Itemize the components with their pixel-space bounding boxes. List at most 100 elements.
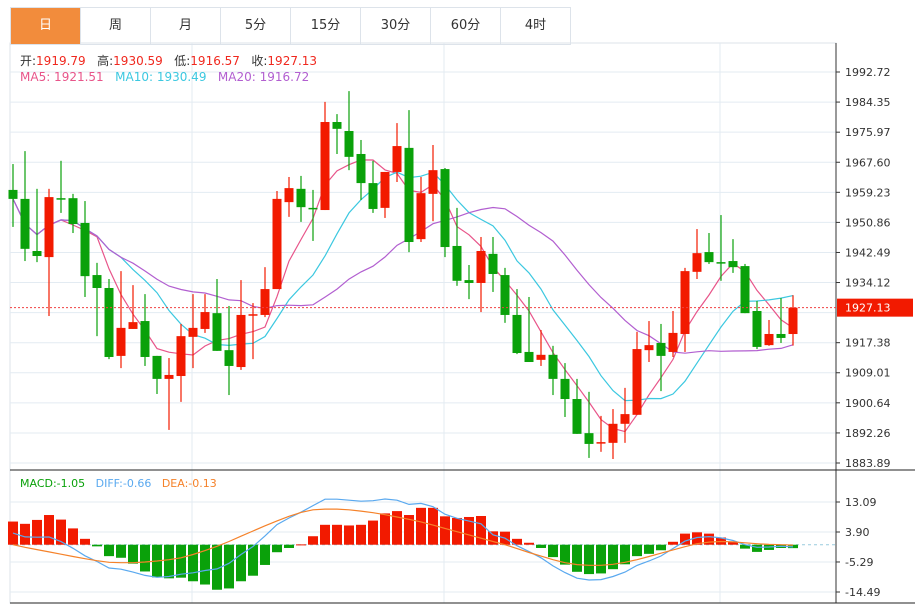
candle-body [524,351,534,363]
candle [692,229,702,280]
candle-body [20,198,30,249]
diff-value: DIFF:-0.66 [95,477,152,490]
candle-body [428,170,438,194]
macd-bar [644,544,654,554]
candle-body [104,287,114,357]
candle-body [164,374,174,379]
candle [332,114,342,154]
price-tick-label: 1917.38 [845,337,891,350]
macd-bar [632,544,642,557]
macd-bar [380,513,390,545]
candle [752,300,762,350]
candle-body [788,307,798,335]
close-value: 1927.13 [267,54,318,68]
moving-average-lines [12,159,794,433]
macd-bar [428,507,438,545]
candle [32,188,42,263]
candle [68,193,78,234]
macd-bar [728,542,738,545]
candle [296,175,306,222]
macd-bar [320,524,330,545]
candle [236,280,246,370]
candle [116,271,126,369]
candle-body [536,354,546,360]
candle-body [560,378,570,400]
candle-body [212,313,222,351]
candle-body [296,188,306,208]
candle [788,295,798,346]
candle-body [68,198,78,225]
candle [524,296,534,363]
candle-body [284,188,294,203]
candle [440,167,450,258]
candle-body [308,207,318,210]
candle [284,176,294,217]
diff-line [12,498,794,581]
macd-bar [164,544,174,579]
candle [80,201,90,297]
tab-5[interactable]: 30分 [361,8,431,44]
tab-4[interactable]: 15分 [291,8,361,44]
macd-bar [140,544,150,572]
candle-body [116,327,126,356]
candle-body [572,399,582,434]
candle-body [92,275,102,288]
price-tick-label: 1992.72 [845,66,891,79]
tab-3[interactable]: 5分 [221,8,291,44]
candle-body [404,147,414,243]
candle-body [608,423,618,443]
macd-panel [8,498,836,590]
macd-bar [740,544,750,549]
candle [584,391,594,458]
high-label: 高: [97,54,114,68]
open-label: 开: [20,54,37,68]
tab-0[interactable]: 日 [11,8,81,44]
macd-bar [656,544,666,551]
candle [8,164,18,227]
macd-bar [476,515,486,545]
candle-body [140,321,150,357]
candle-body [332,122,342,129]
candle [644,321,654,363]
candle [764,319,774,346]
candle-body [236,314,246,368]
price-tick-label: 1883.89 [845,457,891,470]
macd-bar [620,544,630,565]
candle [92,262,102,337]
tab-6[interactable]: 60分 [431,8,501,44]
macd-bar [692,532,702,545]
tab-2[interactable]: 月 [151,8,221,44]
macd-info: MACD:-1.05 DIFF:-0.66 DEA:-0.13 [20,477,217,490]
low-label: 低: [174,54,191,68]
price-tick-label: 1909.01 [845,367,891,380]
macd-bar [404,515,414,545]
macd-bar [608,544,618,570]
candle-body [656,342,666,356]
dea-value: DEA:-0.13 [161,477,217,490]
price-tick-label: 1942.49 [845,246,891,259]
candle-body [500,275,510,315]
candle [356,139,366,200]
macd-bar [584,544,594,575]
low-value: 1916.57 [190,54,240,68]
macd-bar [512,538,522,545]
macd-value: MACD:-1.05 [20,477,86,490]
candle-body [128,322,138,329]
candle-body [344,130,354,157]
grid [9,42,837,604]
macd-bar [356,524,366,545]
tab-7[interactable]: 4时 [501,8,571,44]
dea-line [12,508,794,566]
candle [728,239,738,273]
macd-bar [284,544,294,548]
price-tick-label: 1950.86 [845,216,891,229]
tab-1[interactable]: 周 [81,8,151,44]
candle [44,188,54,317]
candle-body [596,442,606,444]
candle-body [392,146,402,172]
candle-body [248,314,258,316]
candle [548,345,558,396]
candle [668,310,678,357]
macd-bar [560,544,570,565]
